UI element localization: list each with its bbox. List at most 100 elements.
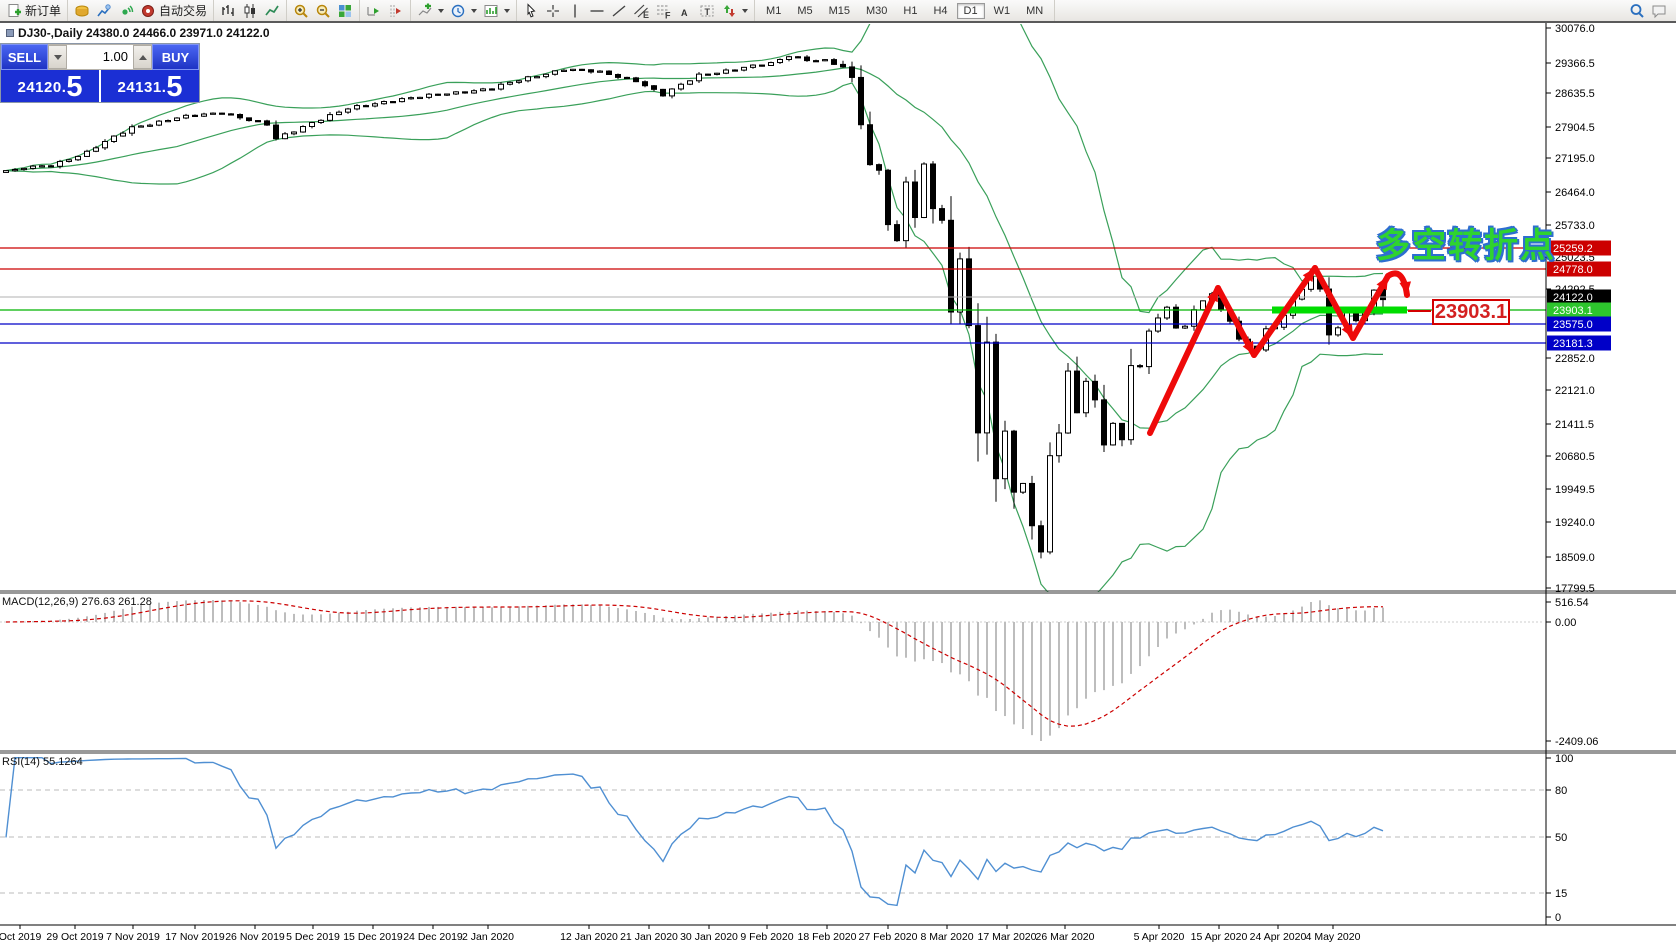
timeframe-w1-button[interactable]: W1 <box>993 4 1011 17</box>
timeframe-d1-button[interactable]: D1 <box>956 2 985 19</box>
date-tick: 24 Dec 2019 <box>403 931 463 943</box>
autotrade-icon <box>142 4 155 17</box>
price-tick-18509.0: 18509.0 <box>1555 552 1595 564</box>
crosshair-button[interactable] <box>542 2 564 20</box>
tile-windows-button[interactable] <box>334 2 356 20</box>
text-label-button[interactable]: T <box>696 2 718 20</box>
clock-icon <box>451 4 465 17</box>
timeframe-m30-button[interactable]: M30 <box>866 4 888 17</box>
chart-shift-button[interactable] <box>385 2 407 20</box>
fibonacci-button[interactable]: F <box>652 2 674 20</box>
labelT-icon: T <box>700 5 714 17</box>
bar-chart-button[interactable] <box>217 2 239 20</box>
arrows-button[interactable] <box>718 2 751 20</box>
sell-button[interactable]: SELL <box>1 44 48 70</box>
auto-scroll-button[interactable] <box>363 2 385 20</box>
chart-title: DJ30-,Daily 24380.0 24466.0 23971.0 2412… <box>6 26 270 40</box>
zigzag-annotation <box>1147 265 1412 436</box>
triangle-down-icon <box>53 54 62 60</box>
timeframe-m5-button[interactable]: M5 <box>797 4 813 17</box>
toolbar-group-orders: 新订单 <box>0 0 69 21</box>
bars-icon <box>222 4 234 16</box>
arrows-icon <box>724 4 736 17</box>
periods-button[interactable] <box>447 2 480 20</box>
date-tick: 8 Mar 2020 <box>920 931 973 943</box>
auto-trading-button[interactable]: 自动交易 <box>137 1 210 20</box>
chevron-down-icon <box>471 8 478 13</box>
line-chart-button[interactable] <box>261 2 283 20</box>
chevron-down-icon <box>504 8 511 13</box>
buy-button[interactable]: BUY <box>152 44 199 70</box>
sell-price[interactable]: 24120. 5 <box>1 70 101 102</box>
new-order-button-label: 新订单 <box>25 4 62 18</box>
vertical-line-button[interactable] <box>564 2 586 20</box>
timeframe-h4-button[interactable]: H4 <box>933 4 948 17</box>
date-tick: 15 Apr 2020 <box>1191 931 1248 943</box>
signals-button[interactable] <box>115 2 137 20</box>
indicator-icon <box>418 3 432 15</box>
volume-down-button[interactable] <box>48 45 67 69</box>
indicators-button[interactable] <box>414 2 447 20</box>
rsi-indicator-label: RSI(14) 55.1264 <box>2 756 83 768</box>
svg-text:23181.3: 23181.3 <box>1553 338 1593 350</box>
bollinger-lower-band <box>5 82 1383 592</box>
volume-input[interactable]: 1.00 <box>67 45 133 69</box>
date-tick: 26 Mar 2020 <box>1036 931 1095 943</box>
rsi-axis-0: 0 <box>1555 912 1561 924</box>
fibo-icon: F <box>657 5 671 19</box>
chevron-down-icon <box>742 8 749 13</box>
cursor-icon <box>527 2 536 17</box>
chat-button[interactable] <box>1648 2 1670 20</box>
zoom-out-button[interactable] <box>312 2 334 20</box>
charts-button[interactable] <box>93 2 115 20</box>
sell-price-main: 24120. <box>17 79 67 96</box>
timeframe-mn-button[interactable]: MN <box>1026 4 1044 17</box>
macd-axis-516.54: 516.54 <box>1555 597 1589 609</box>
svg-text:23903.1: 23903.1 <box>1553 305 1593 317</box>
svg-text:A: A <box>681 8 688 18</box>
rsi-axis-50: 50 <box>1555 832 1567 844</box>
toolbar-group-zoom <box>287 0 361 21</box>
timeframe-h1-button[interactable]: H1 <box>903 4 918 17</box>
svg-text:E: E <box>643 10 649 19</box>
gold-button[interactable] <box>71 2 93 20</box>
trendline-button[interactable] <box>608 2 630 20</box>
buy-price-main: 24131. <box>117 79 167 96</box>
date-tick: 5 Apr 2020 <box>1134 931 1185 943</box>
equidistant-channel-button[interactable]: E <box>630 2 652 20</box>
price-tick-25733.0: 25733.0 <box>1555 220 1595 232</box>
horizontal-line-button[interactable] <box>586 2 608 20</box>
turning-point-annotation: 多空转折点 <box>1376 227 1556 265</box>
text-button[interactable]: A <box>674 2 696 20</box>
svg-text:24778.0: 24778.0 <box>1553 264 1593 276</box>
tile-icon <box>339 4 352 17</box>
buy-price[interactable]: 24131. 5 <box>101 70 199 102</box>
candles <box>3 55 1386 559</box>
cursor-button[interactable] <box>520 2 542 20</box>
date-tick: 27 Feb 2020 <box>859 931 918 943</box>
price-tick-27904.5: 27904.5 <box>1555 122 1595 134</box>
toolbar-group-services: 自动交易 <box>68 0 215 21</box>
triangle-up-icon <box>138 54 147 60</box>
axis-label-23575.0 <box>1547 316 1611 332</box>
new-order-button[interactable]: 新订单 <box>3 1 64 20</box>
timeframe-m15-button[interactable]: M15 <box>828 4 850 17</box>
volume-up-button[interactable] <box>133 45 152 69</box>
candlestick-chart-button[interactable] <box>239 2 261 20</box>
search-button[interactable] <box>1626 2 1648 20</box>
date-tick: 7 Nov 2019 <box>106 931 160 943</box>
one-click-trading-panel: SELL 1.00 BUY 24120. 5 24131. 5 <box>0 43 200 103</box>
zoom-in-button[interactable] <box>290 2 312 20</box>
auto-trading-button-label: 自动交易 <box>159 4 208 18</box>
date-tick: 17 Mar 2020 <box>978 931 1037 943</box>
price-tick-20680.5: 20680.5 <box>1555 451 1595 463</box>
line-icon <box>265 5 279 16</box>
templates-button[interactable] <box>480 2 513 20</box>
date-tick: 18 Feb 2020 <box>798 931 857 943</box>
timeframe-m1-button[interactable]: M1 <box>766 4 782 17</box>
shift-icon <box>390 4 402 17</box>
price-level-callout[interactable]: 23903.1 <box>1432 299 1510 325</box>
